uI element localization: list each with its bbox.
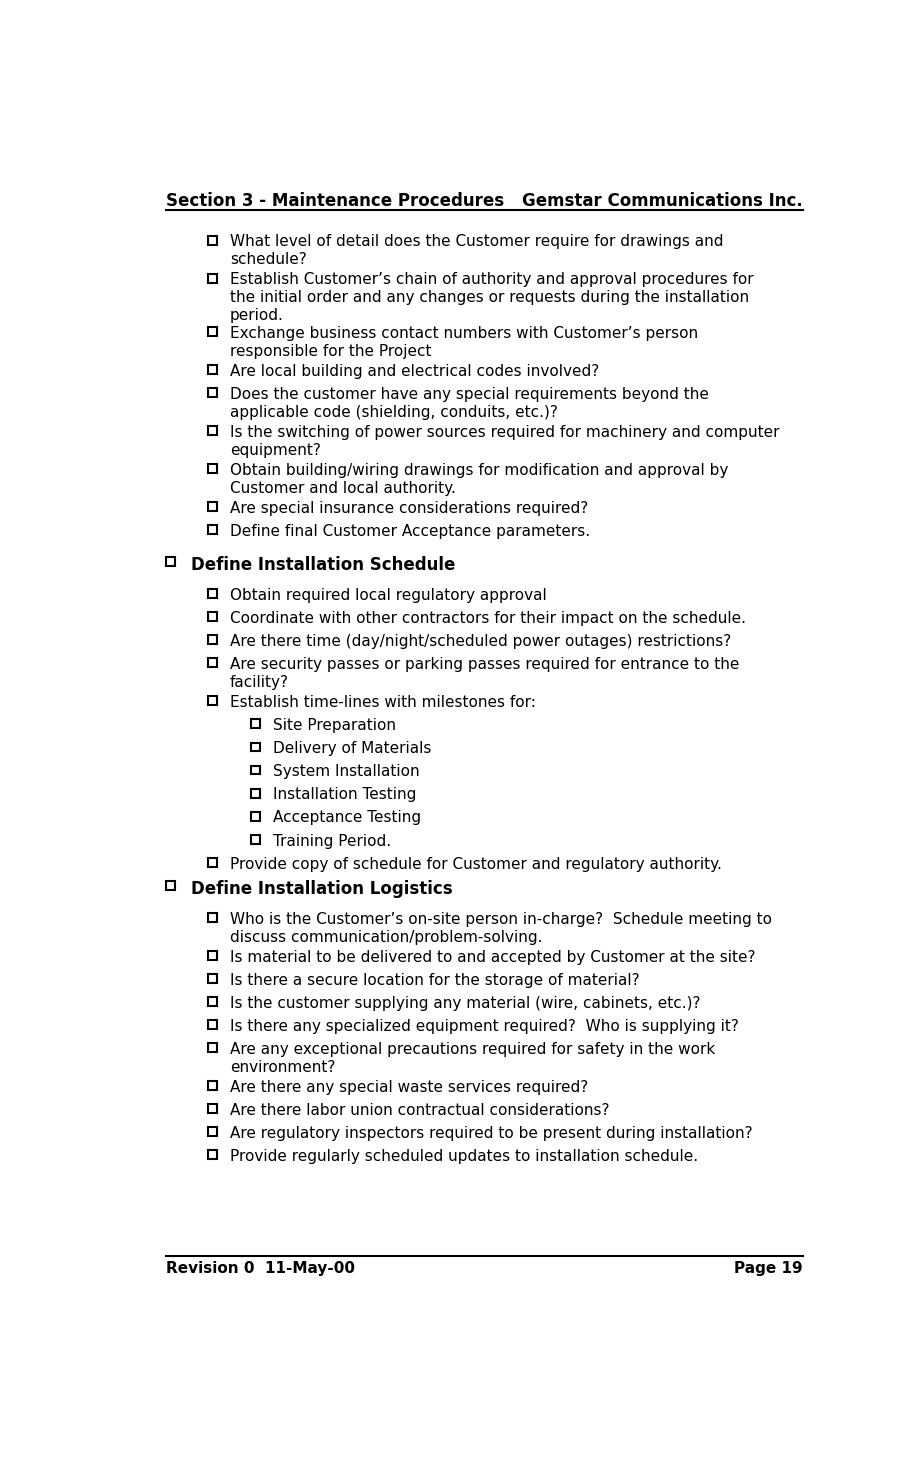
Text: Are security passes or parking passes required for entrance to the
facility?: Are security passes or parking passes re… — [230, 657, 739, 690]
Bar — [251, 789, 260, 798]
Text: Are special insurance considerations required?: Are special insurance considerations req… — [230, 500, 588, 516]
Text: Acceptance Testing: Acceptance Testing — [273, 810, 420, 826]
Text: Provide regularly scheduled updates to installation schedule.: Provide regularly scheduled updates to i… — [230, 1150, 698, 1164]
Bar — [208, 696, 218, 705]
Bar — [251, 811, 260, 820]
Text: Is material to be delivered to and accepted by Customer at the site?: Is material to be delivered to and accep… — [230, 950, 755, 964]
Text: Are any exceptional precautions required for safety in the work
environment?: Are any exceptional precautions required… — [230, 1042, 715, 1075]
Bar — [208, 1020, 218, 1029]
Text: Page 19: Page 19 — [734, 1261, 803, 1275]
Bar — [208, 464, 218, 473]
Bar — [208, 426, 218, 435]
Bar — [251, 743, 260, 751]
Text: Define Installation Logistics: Define Installation Logistics — [191, 880, 453, 897]
Bar — [208, 1128, 218, 1137]
Text: What level of detail does the Customer require for drawings and
schedule?: What level of detail does the Customer r… — [230, 235, 724, 267]
Text: Site Preparation: Site Preparation — [273, 718, 396, 734]
Bar — [208, 236, 218, 245]
Bar — [208, 913, 218, 922]
Text: Provide copy of schedule for Customer and regulatory authority.: Provide copy of schedule for Customer an… — [230, 856, 722, 871]
Bar — [208, 951, 218, 960]
Bar — [208, 589, 218, 598]
Bar — [208, 1151, 218, 1160]
Text: Installation Testing: Installation Testing — [273, 788, 416, 802]
Text: Section 3 - Maintenance Procedures: Section 3 - Maintenance Procedures — [166, 193, 503, 210]
Text: Revision 0  11-May-00: Revision 0 11-May-00 — [166, 1261, 355, 1275]
Bar — [166, 881, 174, 890]
Text: Establish time-lines with milestones for:: Establish time-lines with milestones for… — [230, 694, 536, 711]
Bar — [208, 525, 218, 534]
Bar — [208, 1104, 218, 1113]
Text: Is the customer supplying any material (wire, cabinets, etc.)?: Is the customer supplying any material (… — [230, 996, 701, 1011]
Text: Who is the Customer’s on-site person in-charge?  Schedule meeting to
discuss com: Who is the Customer’s on-site person in-… — [230, 912, 772, 944]
Bar — [208, 502, 218, 511]
Text: Are local building and electrical codes involved?: Are local building and electrical codes … — [230, 363, 599, 379]
Text: Define final Customer Acceptance parameters.: Define final Customer Acceptance paramet… — [230, 524, 590, 538]
Text: Define Installation Schedule: Define Installation Schedule — [191, 556, 455, 573]
Bar — [208, 1081, 218, 1090]
Text: Is the switching of power sources required for machinery and computer
equipment?: Is the switching of power sources requir… — [230, 425, 779, 458]
Bar — [208, 388, 218, 397]
Text: Training Period.: Training Period. — [273, 833, 391, 849]
Text: Is there a secure location for the storage of material?: Is there a secure location for the stora… — [230, 973, 640, 988]
Bar — [208, 365, 218, 374]
Text: Establish Customer’s chain of authority and approval procedures for
the initial : Establish Customer’s chain of authority … — [230, 273, 753, 324]
Text: Is there any specialized equipment required?  Who is supplying it?: Is there any specialized equipment requi… — [230, 1018, 739, 1034]
Text: Are there labor union contractual considerations?: Are there labor union contractual consid… — [230, 1103, 609, 1118]
Text: Does the customer have any special requirements beyond the
applicable code (shie: Does the customer have any special requi… — [230, 387, 709, 420]
Bar — [166, 557, 174, 566]
Text: Are there any special waste services required?: Are there any special waste services req… — [230, 1080, 588, 1096]
Bar — [208, 327, 218, 336]
Text: Are regulatory inspectors required to be present during installation?: Are regulatory inspectors required to be… — [230, 1126, 752, 1141]
Bar — [251, 766, 260, 775]
Text: Exchange business contact numbers with Customer’s person
responsible for the Pro: Exchange business contact numbers with C… — [230, 325, 698, 359]
Bar — [208, 658, 218, 667]
Bar — [208, 274, 218, 283]
Bar — [208, 996, 218, 1005]
Bar — [208, 975, 218, 983]
Bar — [251, 719, 260, 728]
Text: Coordinate with other contractors for their impact on the schedule.: Coordinate with other contractors for th… — [230, 611, 746, 626]
Bar — [251, 835, 260, 843]
Bar — [208, 1043, 218, 1052]
Text: Obtain required local regulatory approval: Obtain required local regulatory approva… — [230, 588, 547, 603]
Text: Gemstar Communications Inc.: Gemstar Communications Inc. — [522, 193, 803, 210]
Bar — [208, 613, 218, 622]
Text: System Installation: System Installation — [273, 765, 420, 779]
Bar — [208, 858, 218, 867]
Text: Obtain building/wiring drawings for modification and approval by
Customer and lo: Obtain building/wiring drawings for modi… — [230, 463, 728, 496]
Text: Are there time (day/night/scheduled power outages) restrictions?: Are there time (day/night/scheduled powe… — [230, 635, 731, 649]
Text: Delivery of Materials: Delivery of Materials — [273, 741, 431, 756]
Bar — [208, 635, 218, 643]
